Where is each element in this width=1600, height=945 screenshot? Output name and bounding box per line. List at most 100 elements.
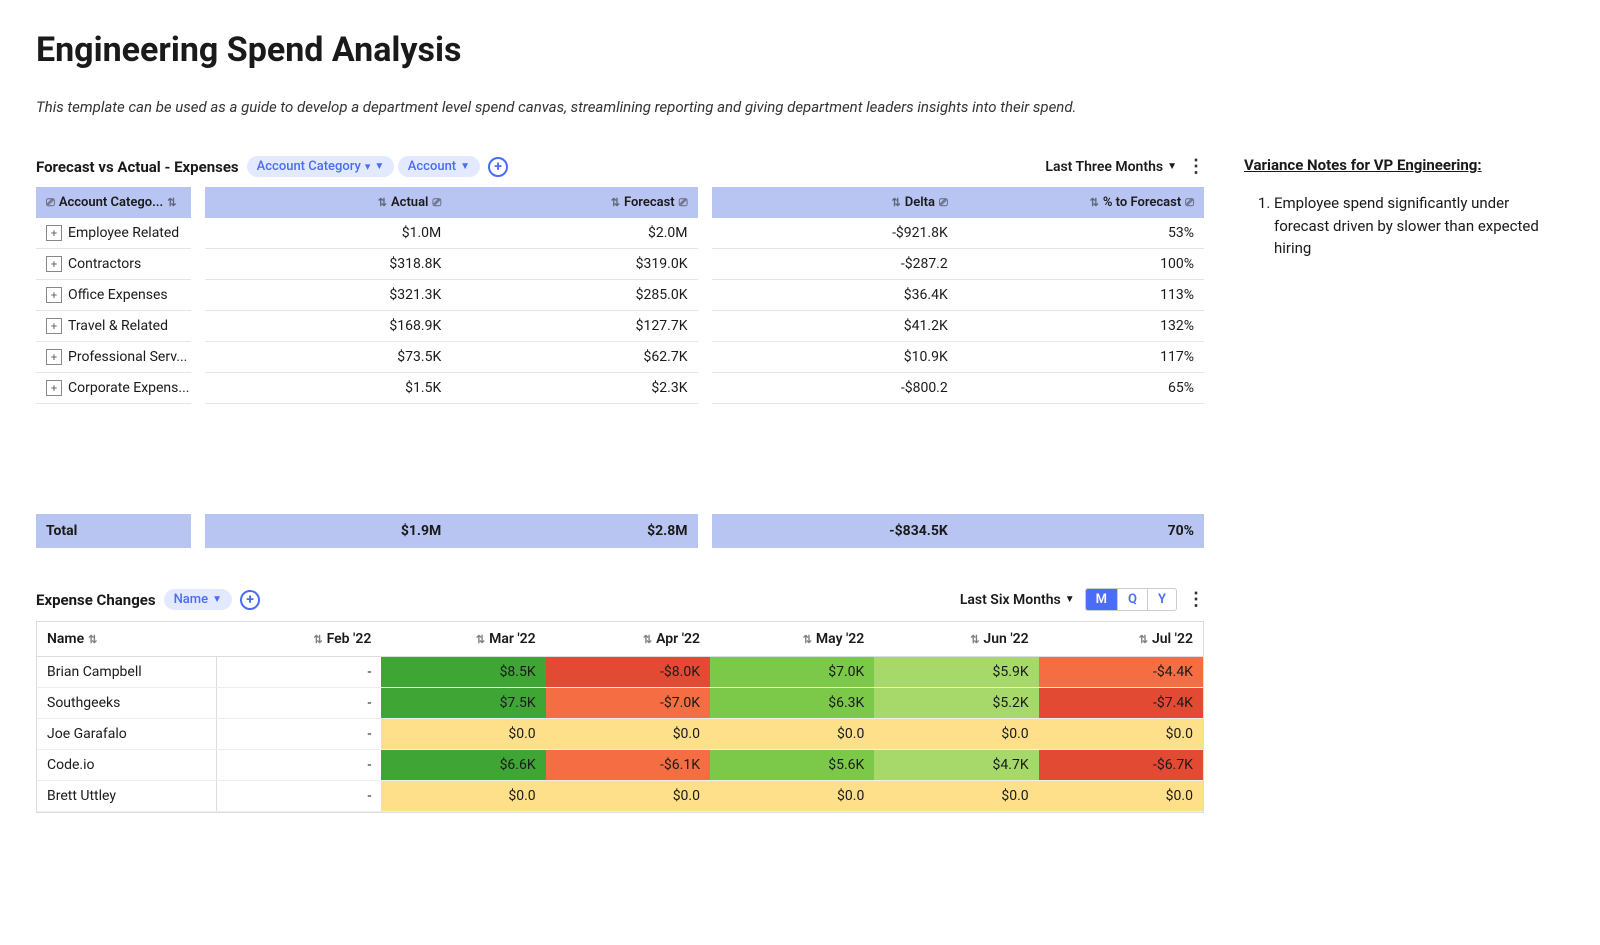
heat-cell: - — [217, 750, 381, 780]
col-month[interactable]: ⇅Mar '22 — [381, 622, 545, 656]
time-filter-dropdown[interactable]: Last Three Months ▼ — [1045, 159, 1177, 175]
sort-icon: ⇅ — [1139, 633, 1148, 646]
col-label: Account Catego... — [59, 195, 163, 210]
heat-cell: $0.0 — [381, 719, 545, 749]
heat-cell: $0.0 — [874, 781, 1038, 811]
pill-label: Name — [174, 592, 209, 607]
heat-cell: -$6.1K — [546, 750, 710, 780]
col-actual[interactable]: ⇅ Actual ⎚ — [205, 187, 451, 218]
col-name[interactable]: Name ⇅ — [37, 622, 217, 656]
filter-icon: ⎚ — [679, 196, 688, 210]
col-month[interactable]: ⇅Apr '22 — [546, 622, 710, 656]
expand-icon[interactable]: + — [46, 287, 62, 303]
category-label: Office Expenses — [68, 287, 168, 303]
cell-delta: $10.9K — [712, 342, 958, 372]
col-month[interactable]: ⇅ Jul '22 — [1039, 622, 1203, 656]
add-pill-button[interactable]: + — [488, 157, 508, 177]
cell-pct: 132% — [958, 311, 1204, 341]
heat-cell: -$7.0K — [546, 688, 710, 718]
total-delta: -$834.5K — [712, 514, 958, 548]
col-month[interactable]: ⇅Jun '22 — [874, 622, 1038, 656]
sort-icon: ⇅ — [970, 633, 979, 646]
col-pct-forecast[interactable]: ⇅ % to Forecast ⎚ — [958, 187, 1204, 218]
cell-pct: 100% — [958, 249, 1204, 279]
filter-pill[interactable]: Account▼ — [398, 156, 480, 177]
heat-cell: $5.6K — [710, 750, 874, 780]
kebab-menu-icon[interactable]: ⋮ — [1187, 589, 1204, 610]
heat-cell: -$6.7K — [1039, 750, 1203, 780]
table-row-category: + Professional Serv... — [36, 342, 191, 372]
table-row-category: + Contractors — [36, 249, 191, 279]
col-label: Apr '22 — [656, 631, 700, 647]
expand-icon[interactable]: + — [46, 318, 62, 334]
heat-cell: $0.0 — [1039, 719, 1203, 749]
heat-cell: $5.2K — [874, 688, 1038, 718]
time-filter-dropdown-2[interactable]: Last Six Months ▼ — [960, 592, 1075, 608]
row-name: Southgeeks — [37, 688, 217, 718]
sort-icon: ⇅ — [1090, 196, 1099, 209]
add-pill-button[interactable]: + — [240, 590, 260, 610]
cell-delta: -$287.2 — [712, 249, 958, 279]
row-name: Joe Garafalo — [37, 719, 217, 749]
col-label: % to Forecast — [1103, 195, 1181, 210]
cell-actual: $1.5K — [205, 373, 451, 403]
col-label: Delta — [905, 195, 935, 210]
category-label: Corporate Expens... — [68, 380, 189, 396]
segment-m[interactable]: M — [1086, 589, 1117, 610]
col-delta[interactable]: ⇅ Delta ⎚ — [712, 187, 958, 218]
heat-cell: $0.0 — [1039, 781, 1203, 811]
row-name: Brian Campbell — [37, 657, 217, 687]
expand-icon[interactable]: + — [46, 349, 62, 365]
caret-down-icon: ▼ — [1167, 161, 1177, 172]
category-label: Contractors — [68, 256, 141, 272]
funnel-icon: ▾ — [365, 160, 371, 173]
filter-icon: ⎚ — [46, 196, 55, 210]
segment-q[interactable]: Q — [1117, 589, 1147, 610]
col-label: Actual — [391, 195, 428, 210]
cell-delta: $36.4K — [712, 280, 958, 310]
sort-icon: ⇅ — [88, 633, 97, 646]
cell-pct: 117% — [958, 342, 1204, 372]
page-title: Engineering Spend Analysis — [36, 30, 1564, 70]
caret-down-icon: ▼ — [212, 594, 222, 605]
col-month[interactable]: ⇅ May '22 — [710, 622, 874, 656]
col-label: May '22 — [816, 631, 864, 647]
heat-cell: $6.6K — [381, 750, 545, 780]
sort-icon: ⇅ — [167, 196, 176, 209]
forecast-table: ⎚ Account Catego... ⇅ + Employee Related… — [36, 187, 1204, 548]
cell-actual: $321.3K — [205, 280, 451, 310]
col-label: Feb '22 — [327, 631, 372, 647]
cell-forecast: $2.3K — [451, 373, 697, 403]
time-filter-label: Last Three Months — [1045, 159, 1163, 175]
kebab-menu-icon[interactable]: ⋮ — [1187, 156, 1204, 177]
table-row-category: + Corporate Expens... — [36, 373, 191, 403]
cell-delta: -$921.8K — [712, 218, 958, 248]
filter-pill[interactable]: Account Category▾▼ — [247, 156, 395, 177]
cell-actual: $1.0M — [205, 218, 451, 248]
col-month[interactable]: ⇅Feb '22 — [217, 622, 381, 656]
col-label: Jul '22 — [1152, 631, 1193, 647]
heat-row: Southgeeks-$7.5K-$7.0K$6.3K$5.2K-$7.4K — [37, 688, 1203, 719]
expand-icon[interactable]: + — [46, 256, 62, 272]
expand-icon[interactable]: + — [46, 225, 62, 241]
heat-cell: -$7.4K — [1039, 688, 1203, 718]
cell-delta: -$800.2 — [712, 373, 958, 403]
col-label: Name — [47, 631, 84, 647]
heat-cell: $7.0K — [710, 657, 874, 687]
expand-icon[interactable]: + — [46, 380, 62, 396]
variance-note-item: Employee spend significantly under forec… — [1274, 192, 1564, 260]
filter-icon: ⎚ — [939, 196, 948, 210]
cell-actual: $168.9K — [205, 311, 451, 341]
cell-delta: $41.2K — [712, 311, 958, 341]
table-row-category: + Office Expenses — [36, 280, 191, 310]
segment-y[interactable]: Y — [1147, 589, 1176, 610]
col-label: Mar '22 — [489, 631, 536, 647]
name-pill[interactable]: Name ▼ — [164, 589, 232, 610]
col-forecast[interactable]: ⇅ Forecast ⎚ — [451, 187, 697, 218]
col-account-category[interactable]: ⎚ Account Catego... ⇅ — [36, 187, 191, 218]
sort-icon: ⇅ — [611, 196, 620, 209]
sort-icon: ⇅ — [803, 633, 812, 646]
cell-forecast: $319.0K — [451, 249, 697, 279]
heat-cell: - — [217, 719, 381, 749]
heat-cell: $0.0 — [710, 781, 874, 811]
